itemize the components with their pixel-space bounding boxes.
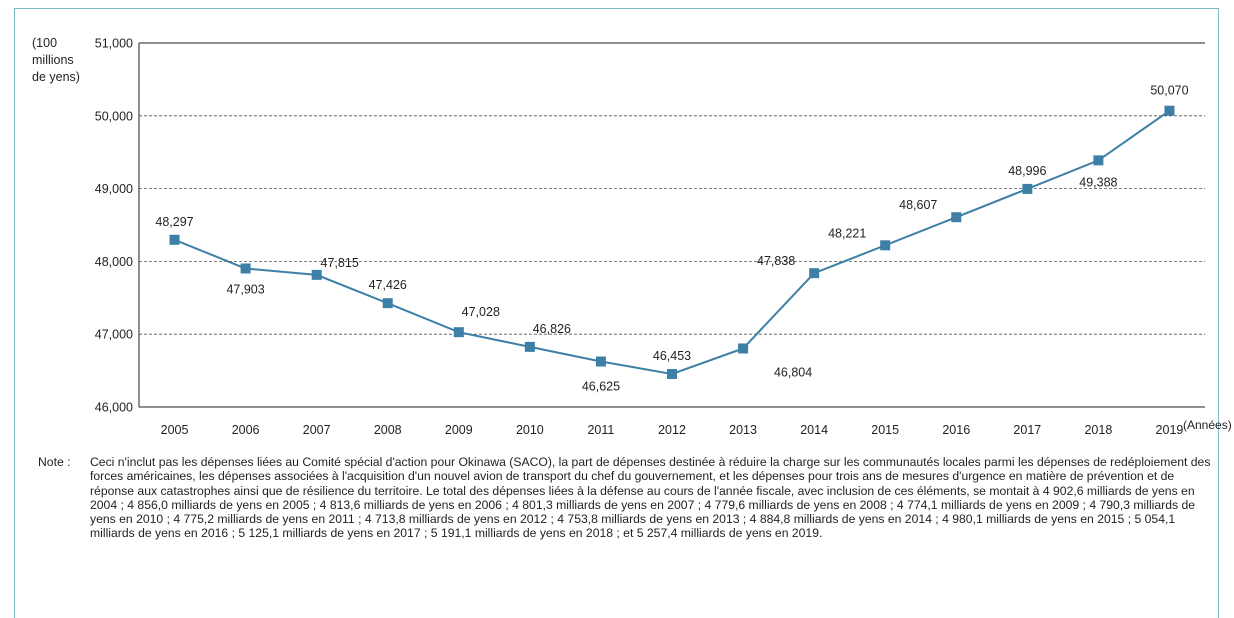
x-tick-label: 2016 — [942, 423, 970, 437]
x-tick-label: 2007 — [303, 423, 331, 437]
data-point — [240, 263, 251, 274]
data-point — [382, 298, 393, 309]
chart-frame — [14, 8, 1219, 618]
y-tick-label: 49,000 — [95, 182, 133, 196]
series — [169, 105, 1175, 380]
y-axis-title-line: (100 — [32, 36, 57, 50]
x-tick-label: 2017 — [1013, 423, 1041, 437]
data-label: 48,607 — [899, 198, 937, 212]
data-label: 46,826 — [533, 322, 571, 336]
data-label: 47,903 — [226, 282, 264, 296]
data-point — [1022, 183, 1033, 194]
x-tick-label: 2019 — [1156, 423, 1184, 437]
x-tick-label: 2012 — [658, 423, 686, 437]
data-point — [667, 369, 677, 380]
data-point — [311, 269, 322, 280]
data-label: 47,028 — [462, 305, 500, 319]
x-axis-title: (Années) — [1183, 418, 1232, 432]
y-axis-title-line: millions — [32, 53, 74, 67]
y-tick-label: 48,000 — [95, 255, 133, 269]
x-tick-label: 2018 — [1084, 423, 1112, 437]
x-tick-labels: 2005 2006 2007 2008 2009 2010 2011 2012 2013 2014… — [161, 423, 1184, 437]
x-tick-label: 2009 — [445, 423, 473, 437]
data-label: 46,625 — [582, 380, 620, 394]
data-labels: 48,297 47,903 47,815 47,426 47,028 46,826 46,6… — [155, 84, 1188, 394]
x-tick-label: 2005 — [161, 423, 189, 437]
data-label: 46,453 — [653, 349, 691, 363]
data-point — [453, 327, 464, 338]
x-tick-label: 2006 — [232, 423, 260, 437]
y-axis-title: (100 millions de yens) — [32, 36, 80, 84]
data-point — [1164, 105, 1175, 116]
y-tick-label: 50,000 — [95, 109, 133, 123]
y-tick-label: 51,000 — [95, 37, 133, 51]
data-label: 48,297 — [155, 215, 193, 229]
axes — [138, 42, 1205, 408]
note-text: Ceci n'inclut pas les dépenses liées au … — [90, 455, 1211, 541]
data-point — [880, 240, 891, 251]
data-label: 48,221 — [828, 226, 866, 240]
data-point — [524, 341, 535, 352]
x-tick-label: 2011 — [587, 423, 614, 437]
x-tick-label: 2008 — [374, 423, 402, 437]
data-label: 49,388 — [1079, 175, 1117, 189]
data-label: 46,804 — [774, 365, 812, 379]
data-point — [809, 268, 820, 279]
data-label: 47,838 — [757, 254, 795, 268]
data-point — [738, 343, 749, 354]
gridlines — [139, 115, 1205, 335]
y-tick-label: 47,000 — [95, 328, 133, 342]
data-point — [951, 212, 962, 223]
data-label: 47,815 — [321, 256, 359, 270]
note-label: Note : — [38, 455, 71, 469]
x-tick-label: 2010 — [516, 423, 544, 437]
x-tick-label: 2014 — [800, 423, 828, 437]
data-point — [1093, 155, 1104, 166]
data-label: 48,996 — [1008, 164, 1046, 178]
data-label: 50,070 — [1150, 84, 1188, 98]
data-point — [169, 234, 180, 245]
x-tick-label: 2015 — [871, 423, 899, 437]
y-tick-labels: 46,000 47,000 48,000 49,000 50,000 51,000 — [95, 37, 133, 415]
data-point — [595, 356, 606, 367]
x-tick-label: 2013 — [729, 423, 757, 437]
y-tick-label: 46,000 — [95, 401, 133, 415]
y-axis-title-line: de yens) — [32, 70, 80, 84]
data-label: 47,426 — [369, 278, 407, 292]
